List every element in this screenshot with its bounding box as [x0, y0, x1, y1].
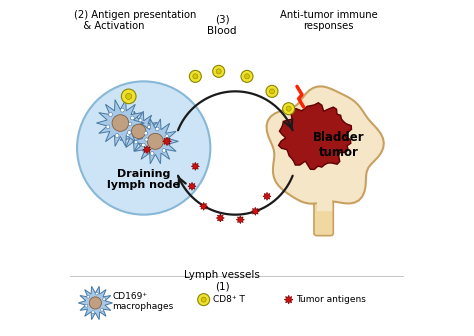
Polygon shape [188, 182, 196, 190]
Circle shape [270, 89, 274, 94]
Polygon shape [97, 100, 144, 146]
Circle shape [128, 122, 132, 126]
FancyBboxPatch shape [314, 197, 333, 236]
Polygon shape [237, 216, 244, 224]
Text: (3)
Blood: (3) Blood [207, 15, 237, 36]
Polygon shape [118, 111, 159, 152]
Circle shape [245, 74, 249, 79]
Circle shape [109, 113, 112, 116]
Polygon shape [200, 202, 208, 210]
Text: CD8⁺ T: CD8⁺ T [213, 295, 245, 304]
Text: Draining
lymph node: Draining lymph node [107, 169, 180, 191]
Polygon shape [279, 103, 352, 169]
Circle shape [120, 108, 124, 112]
Circle shape [87, 295, 90, 298]
Circle shape [147, 133, 164, 149]
Circle shape [121, 89, 136, 104]
Circle shape [145, 138, 148, 141]
Polygon shape [143, 146, 151, 154]
Circle shape [150, 152, 154, 155]
Circle shape [283, 103, 295, 115]
Text: Anti-tumor immune
responses: Anti-tumor immune responses [280, 10, 377, 31]
Circle shape [165, 135, 169, 138]
Text: Lymph vessels
(1): Lymph vessels (1) [184, 269, 260, 291]
Polygon shape [163, 137, 172, 146]
Polygon shape [191, 162, 200, 170]
Circle shape [193, 74, 198, 79]
Circle shape [128, 131, 131, 134]
Circle shape [162, 149, 166, 152]
Circle shape [95, 292, 98, 295]
Circle shape [89, 297, 101, 309]
Circle shape [147, 125, 151, 129]
Circle shape [189, 70, 201, 82]
Polygon shape [263, 192, 271, 200]
Text: Bladder
tumor: Bladder tumor [313, 131, 365, 159]
Circle shape [126, 133, 129, 136]
Circle shape [134, 140, 137, 144]
Polygon shape [216, 214, 224, 222]
Text: CD169⁺
macrophages: CD169⁺ macrophages [112, 292, 173, 311]
Circle shape [198, 294, 210, 306]
Text: Tumor antigens: Tumor antigens [296, 295, 366, 304]
Circle shape [112, 115, 128, 131]
Circle shape [142, 143, 145, 147]
Circle shape [216, 69, 221, 74]
Circle shape [286, 106, 291, 111]
Text: (2) Antigen presentation
   & Activation: (2) Antigen presentation & Activation [74, 10, 196, 31]
Circle shape [115, 134, 119, 137]
Circle shape [100, 308, 103, 311]
Circle shape [131, 124, 146, 138]
Circle shape [155, 127, 159, 131]
Circle shape [77, 81, 210, 215]
Polygon shape [251, 207, 259, 215]
Circle shape [91, 311, 94, 313]
Polygon shape [266, 86, 384, 204]
Circle shape [126, 93, 132, 99]
Circle shape [213, 66, 225, 77]
Circle shape [266, 85, 278, 97]
Circle shape [139, 119, 142, 122]
Polygon shape [284, 295, 293, 304]
Polygon shape [132, 119, 178, 164]
Circle shape [241, 70, 253, 82]
Circle shape [85, 304, 88, 307]
Polygon shape [78, 286, 112, 320]
Circle shape [106, 125, 110, 129]
Circle shape [130, 116, 134, 120]
Circle shape [201, 297, 206, 302]
Circle shape [103, 298, 106, 301]
Circle shape [144, 131, 148, 135]
